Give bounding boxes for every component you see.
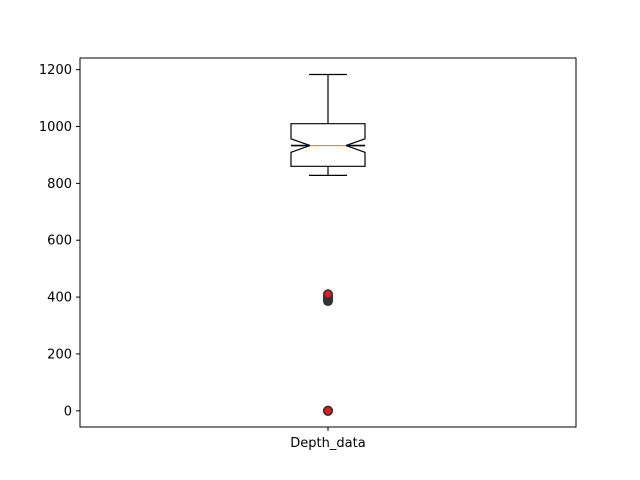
y-tick-label-400: 400 <box>47 291 72 306</box>
y-tick-label-200: 200 <box>47 347 72 362</box>
y-tick-label-0: 0 <box>64 404 72 419</box>
outlier-point-8 <box>322 289 333 300</box>
y-axis: 0 200 400 600 800 1000 1200 <box>39 63 80 419</box>
x-axis: Depth_data <box>290 427 366 451</box>
y-tick-label-1200: 1200 <box>39 63 72 78</box>
y-tick-label-800: 800 <box>47 177 72 192</box>
plot-marks <box>290 73 366 416</box>
box-body <box>290 123 366 167</box>
x-tick-label-0: Depth_data <box>290 436 365 451</box>
y-tick-label-600: 600 <box>47 234 72 249</box>
outlier-point-2 <box>322 405 333 416</box>
y-tick-label-1000: 1000 <box>39 120 72 135</box>
